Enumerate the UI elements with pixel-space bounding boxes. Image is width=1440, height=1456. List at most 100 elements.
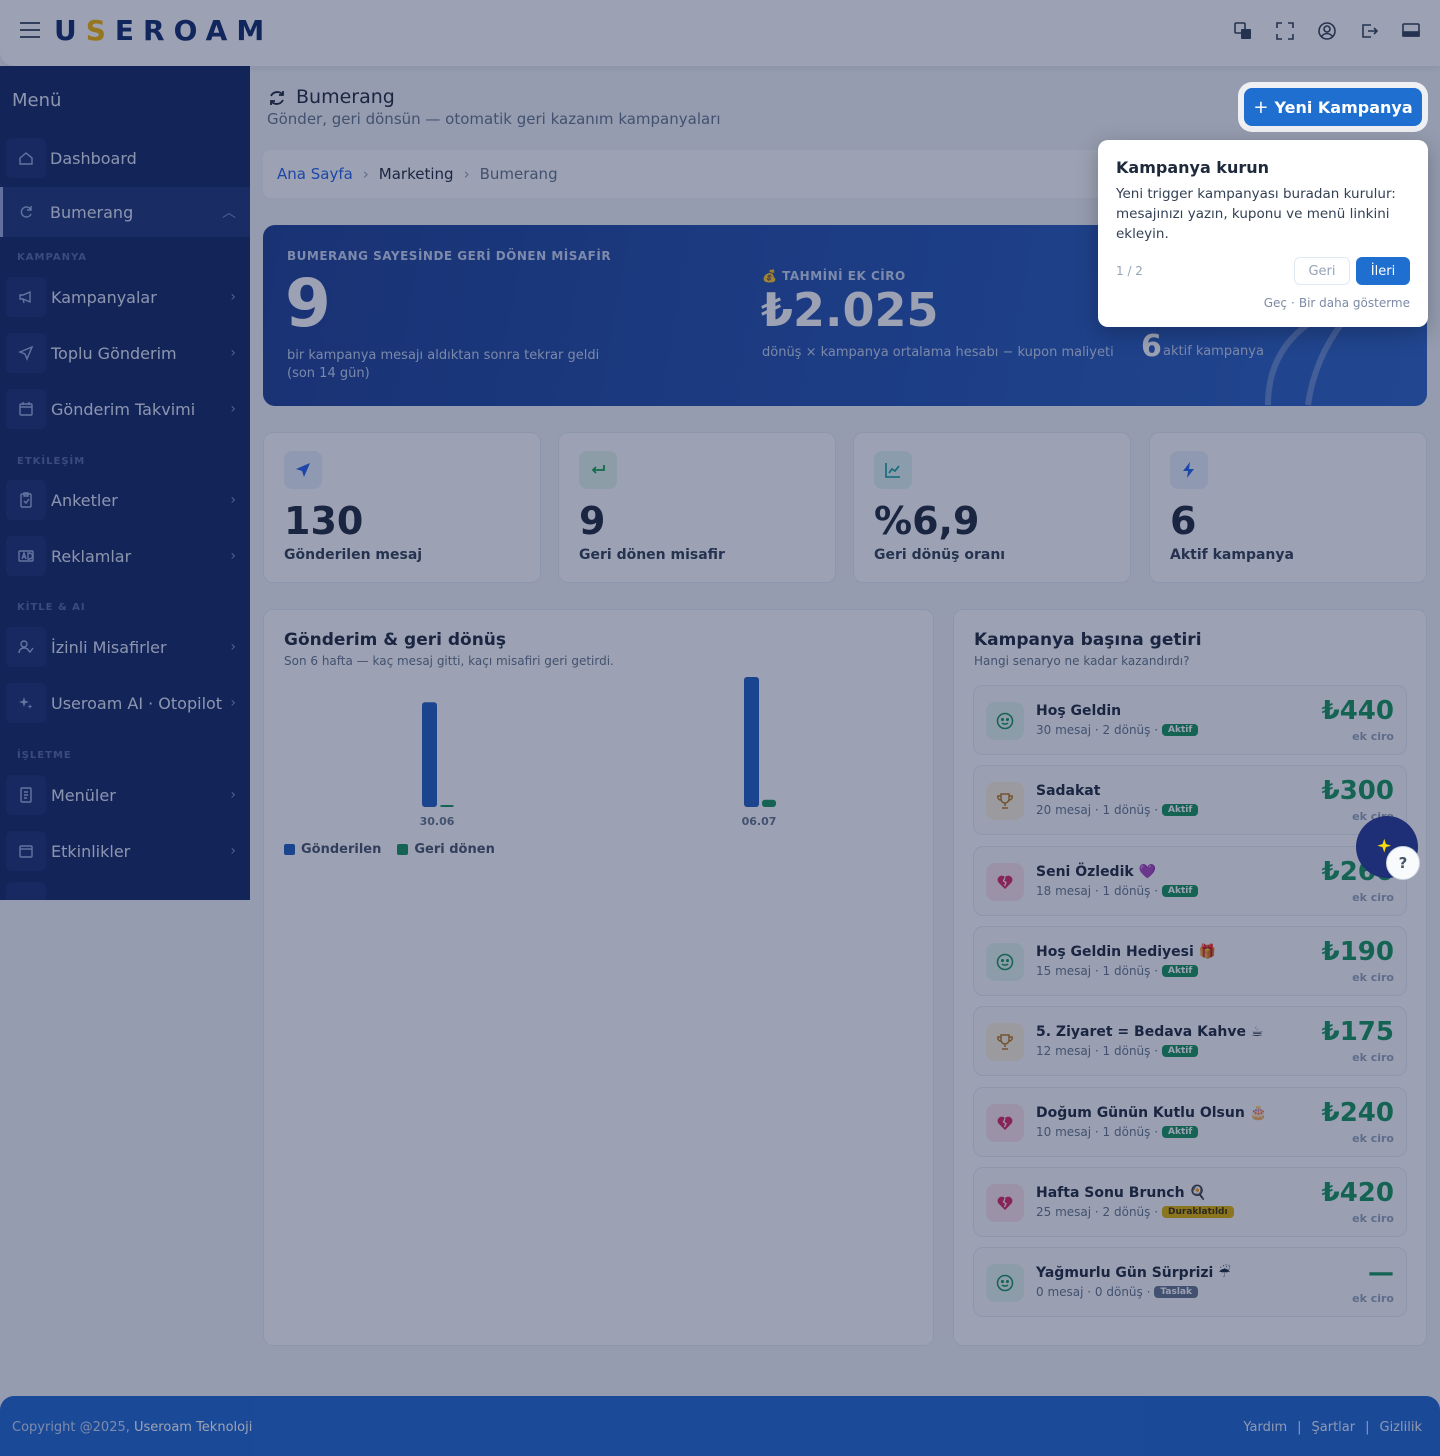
campaign-amount-label: ek ciro (1352, 730, 1394, 743)
campaign-meta: 30 mesaj · 2 dönüş · Aktif (1036, 723, 1199, 737)
bar-sent-06.07[interactable] (744, 677, 759, 807)
stat-label: Geri dönüş oranı (874, 547, 1006, 563)
tour-skip-link[interactable]: Geç (1263, 296, 1288, 310)
breadcrumb-home[interactable]: Ana Sayfa (277, 165, 353, 183)
campaign-name: Hoş Geldin (1036, 703, 1122, 719)
campaign-name: Yağmurlu Gün Sürprizi ☔ (1036, 1265, 1231, 1282)
sidebar-item-label: Toplu Gönderim (51, 343, 177, 363)
breadcrumb-marketing[interactable]: Marketing (378, 165, 454, 183)
campaign-row[interactable]: Seni Özledik 💜 18 mesaj · 1 dönüş · Aktif ₺… (973, 845, 1407, 916)
sidebar: Menü Dashboard Bumerang ︿ KAMPANYA Kampa… (0, 66, 250, 900)
chart-legend: Gönderilen Geri dönen (284, 842, 495, 857)
tour-next-button[interactable]: İleri (1356, 257, 1410, 285)
legend-label: Gönderilen (301, 842, 382, 857)
page-title: Bumerang (296, 86, 395, 108)
stat-card-rate: %6,9 Geri dönüş oranı (853, 432, 1131, 583)
sidebar-item-menuler[interactable]: Menüler › (0, 770, 250, 820)
tour-title: Kampanya kurun (1116, 158, 1270, 177)
top-header: USEROAM (0, 0, 1440, 66)
sidebar-item-label: Gönderim Takvimi (51, 399, 196, 419)
sidebar-item-gonderim-takvimi[interactable]: Gönderim Takvimi › (0, 384, 250, 434)
campaign-meta: 15 mesaj · 1 dönüş · Aktif (1036, 964, 1199, 978)
campaign-amount-label: ek ciro (1352, 970, 1394, 984)
campaign-amount: ₺420 (1321, 1177, 1394, 1208)
footer-link-help[interactable]: Yardım (1243, 1420, 1288, 1435)
footer: Copyright @2025, Useroam Teknoloji Yardı… (0, 1396, 1440, 1456)
campaign-amount: ₺175 (1321, 1017, 1394, 1048)
translate-icon[interactable] (1234, 22, 1252, 40)
sidebar-item-label: Anketler (51, 490, 118, 510)
logout-icon[interactable] (1360, 22, 1378, 40)
tour-back-button[interactable]: Geri (1294, 257, 1350, 285)
sidebar-item-label: Menüler (51, 785, 116, 805)
sidebar-item-reklamlar[interactable]: Reklamlar › (0, 531, 250, 581)
sidebar-item-label: İzinli Misafirler (51, 637, 167, 657)
campaign-meta: 20 mesaj · 1 dönüş · Aktif (1036, 803, 1199, 817)
fullscreen-icon[interactable] (1276, 22, 1294, 40)
campaign-row[interactable]: Yağmurlu Gün Sürprizi ☔ 0 mesaj · 0 dönüş… (973, 1247, 1407, 1318)
tour-text: Yeni trigger kampanyası buradan kurulur:… (1116, 186, 1396, 242)
calendar-icon (6, 389, 46, 429)
campaign-amount-label: ek ciro (1352, 890, 1394, 904)
campaign-meta: 10 mesaj · 1 dönüş · Aktif (1036, 1125, 1199, 1139)
sidebar-item-dashboard[interactable]: Dashboard (0, 133, 250, 183)
user-icon[interactable] (1318, 22, 1336, 40)
campaign-row[interactable]: Doğum Günün Kutlu Olsun 🎂 10 mesaj · 1 dö… (973, 1086, 1407, 1157)
status-badge: Aktif (1162, 964, 1199, 977)
section-etkilesim: ETKİLEŞİM (17, 456, 86, 467)
chevron-up-icon: ︿ (222, 205, 236, 221)
page-subtitle: Gönder, geri dönsün — otomatik geri kaza… (267, 110, 721, 128)
bar-returned-06.07[interactable] (762, 799, 776, 807)
menu-book-icon (6, 775, 46, 815)
campaign-row[interactable]: 5. Ziyaret = Bedava Kahve ☕ 12 mesaj · 1 … (973, 1006, 1407, 1077)
logo[interactable]: USEROAM (54, 14, 274, 47)
campaign-amount-label: ek ciro (1352, 1051, 1394, 1065)
bar-returned-30.06[interactable] (440, 805, 454, 807)
sparkle-icon (6, 683, 46, 723)
footer-company-link[interactable]: Useroam Teknoloji (134, 1420, 253, 1435)
campaign-row[interactable]: Hafta Sonu Brunch 🍳 25 mesaj · 2 dönüş · D… (973, 1166, 1407, 1237)
campaign-name: Seni Özledik 💜 (1036, 863, 1156, 880)
status-badge: Aktif (1162, 884, 1199, 897)
footer-separator: | (1365, 1420, 1370, 1435)
sidebar-item-anketler[interactable]: Anketler › (0, 475, 250, 525)
send-icon (6, 333, 46, 373)
sidebar-title: Menü (12, 90, 62, 111)
campaign-name: Hafta Sonu Brunch 🍳 (1036, 1184, 1207, 1201)
sidebar-item-bumerang[interactable]: Bumerang ︿ (0, 187, 250, 237)
campaign-row[interactable]: Hoş Geldin 30 mesaj · 2 dönüş · Aktif ₺440 e… (973, 685, 1407, 755)
footer-link-terms[interactable]: Şartlar (1311, 1420, 1356, 1435)
stat-value: 9 (579, 499, 606, 543)
campaign-name: Doğum Günün Kutlu Olsun 🎂 (1036, 1104, 1268, 1121)
campaign-meta: 25 mesaj · 2 dönüş · Duraklatıldı (1036, 1205, 1234, 1219)
sidebar-item-toplu-gonderim[interactable]: Toplu Gönderim › (0, 328, 250, 378)
tour-separator: · (1291, 296, 1295, 310)
campaign-amount: ₺440 (1321, 696, 1394, 726)
help-button[interactable]: ? (1386, 846, 1420, 880)
section-isletme: İŞLETME (17, 750, 72, 761)
campaign-name: Sadakat (1036, 783, 1101, 800)
campaign-amount: ₺300 (1321, 776, 1394, 807)
campaign-row[interactable]: Hoş Geldin Hediyesi 🎁 15 mesaj · 1 dönüş … (973, 925, 1407, 996)
plus-icon: + (1253, 96, 1269, 118)
footer-link-privacy[interactable]: Gizlilik (1379, 1420, 1423, 1435)
campaign-amount-label: ek ciro (1352, 1131, 1394, 1145)
sidebar-item-label: Reklamlar (51, 546, 132, 566)
hamburger-menu-icon[interactable] (20, 22, 40, 38)
new-campaign-button[interactable]: + Yeni Kampanya (1244, 88, 1422, 126)
hero-revenue-value: ₺2.025 (761, 283, 939, 337)
campaign-amount: — (1368, 1258, 1394, 1289)
sidebar-item-etkinlikler[interactable]: Etkinlikler › (0, 826, 250, 876)
campaign-panel-subtitle: Hangi senaryo ne kadar kazandırdı? (974, 654, 1190, 668)
monitor-icon[interactable] (1402, 22, 1420, 40)
sidebar-item-kampanyalar[interactable]: Kampanyalar › (0, 272, 250, 322)
ad-icon (6, 536, 46, 576)
bar-sent-30.06[interactable] (422, 702, 437, 807)
smile-icon (986, 942, 1024, 981)
sidebar-item-izinli-misafirler[interactable]: İzinli Misafirler › (0, 622, 250, 672)
stat-label: Geri dönen misafir (579, 547, 725, 563)
footer-links: Yardım | Şartlar | Gizlilik (1243, 1420, 1422, 1435)
sidebar-item-useroam-ai[interactable]: Useroam AI · Otopilot › (0, 678, 250, 728)
tour-never-show-link[interactable]: Bir daha gösterme (1298, 296, 1410, 310)
campaign-row[interactable]: Sadakat 20 mesaj · 1 dönüş · Aktif ₺300 ek c… (973, 765, 1407, 836)
